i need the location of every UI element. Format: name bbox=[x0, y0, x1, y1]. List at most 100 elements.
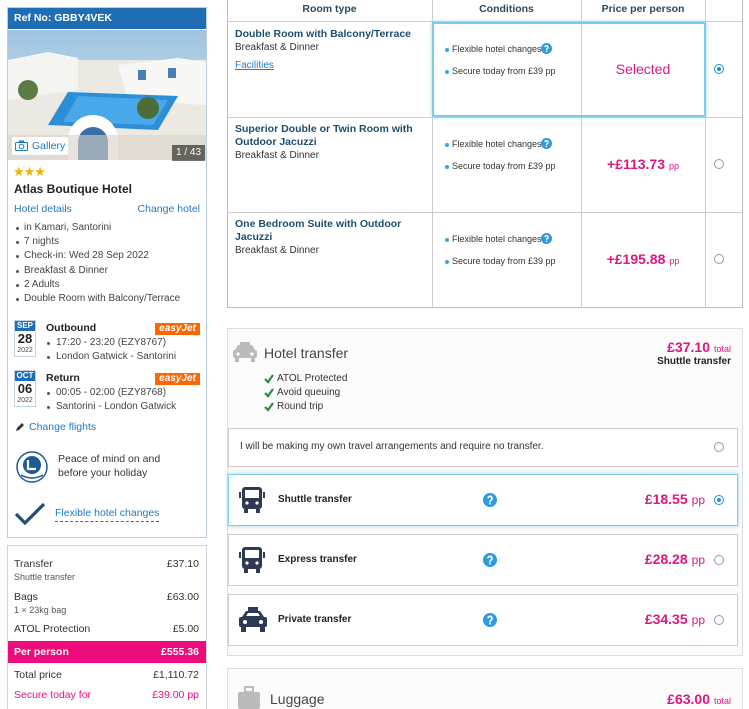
icon-part bbox=[19, 140, 24, 143]
price-unit: pp bbox=[669, 256, 680, 266]
own-arrangement-option[interactable] bbox=[228, 428, 738, 467]
luggage-title: Luggage bbox=[270, 691, 325, 707]
radio-button[interactable] bbox=[714, 495, 724, 505]
airline-logo: easyJet bbox=[155, 373, 200, 385]
icon-part bbox=[264, 402, 274, 412]
bullet bbox=[445, 165, 449, 169]
table-divider bbox=[227, 117, 743, 118]
transfer-feature: Round trip bbox=[277, 401, 324, 412]
icon-part bbox=[20, 474, 44, 479]
room-board: Breakfast & Dinner bbox=[235, 42, 319, 53]
summary-label: Transfer bbox=[14, 558, 53, 570]
icon-part bbox=[239, 607, 267, 632]
icon-part bbox=[137, 97, 159, 119]
transfer-price: £28.28 pp bbox=[560, 551, 705, 567]
flight-route: Santorini - London Gatwick bbox=[56, 401, 177, 412]
taxi-icon bbox=[238, 606, 268, 634]
bullet bbox=[47, 356, 50, 359]
icon-part bbox=[246, 613, 260, 616]
help-icon bbox=[483, 553, 497, 567]
help-icon bbox=[483, 493, 497, 507]
radio-button[interactable] bbox=[714, 442, 724, 452]
summary-label: ATOL Protection bbox=[14, 623, 91, 635]
bullet bbox=[445, 238, 449, 242]
own-arrangement-text: I will be making my own travel arrangeme… bbox=[240, 441, 544, 452]
hotel-details-link[interactable]: Hotel details bbox=[14, 203, 72, 215]
room-condition: Secure today from £39 pp bbox=[452, 66, 556, 76]
icon-part bbox=[15, 142, 28, 151]
icon-part bbox=[545, 50, 548, 53]
icon-part bbox=[243, 620, 247, 624]
transfer-feature: ATOL Protected bbox=[277, 373, 348, 384]
flexible-link[interactable]: Flexible hotel changes bbox=[55, 507, 160, 522]
price-value: Selected bbox=[615, 61, 671, 77]
ref-number: Ref No: GBBY4VEK bbox=[8, 8, 206, 29]
price-unit: pp bbox=[691, 613, 705, 627]
total-price: £37.10 bbox=[667, 339, 710, 355]
icon-part bbox=[256, 569, 260, 573]
icon-part bbox=[14, 502, 46, 526]
room-condition: Flexible hotel changes bbox=[452, 44, 542, 54]
help-icon bbox=[541, 138, 552, 149]
icon-part bbox=[483, 613, 497, 627]
change-hotel-link[interactable]: Change hotel bbox=[137, 203, 200, 215]
radio-button[interactable] bbox=[714, 615, 724, 625]
room-info: One Bedroom Suite with Outdoor Jacuzzi Br… bbox=[235, 218, 420, 257]
summary-panel bbox=[7, 545, 207, 709]
bus-icon bbox=[238, 546, 268, 574]
bullet bbox=[47, 342, 50, 345]
icon-part bbox=[245, 501, 249, 505]
icon-part bbox=[26, 460, 36, 471]
total-label: total bbox=[713, 696, 731, 706]
transfer-name: Private transfer bbox=[278, 614, 352, 625]
big-check-icon bbox=[14, 502, 46, 526]
table-divider bbox=[227, 21, 743, 22]
flight-route: London Gatwick - Santorini bbox=[56, 351, 177, 362]
transfer-option[interactable] bbox=[228, 534, 738, 586]
icon-part bbox=[244, 509, 248, 513]
transfer-price: £18.55 pp bbox=[560, 491, 705, 507]
radio-button[interactable] bbox=[714, 254, 724, 264]
room-condition: Flexible hotel changes bbox=[452, 139, 542, 149]
help-icon bbox=[483, 613, 497, 627]
total-amount: £1,110.72 bbox=[153, 669, 199, 681]
per-person-amount: £555.36 bbox=[161, 646, 199, 658]
icon-part bbox=[245, 490, 259, 498]
icon-part bbox=[255, 501, 259, 505]
booking-detail: in Kamari, Santorini bbox=[24, 222, 112, 233]
radio-button[interactable] bbox=[714, 64, 724, 74]
badge-year: 2022 bbox=[17, 397, 33, 404]
icon-part bbox=[235, 358, 239, 362]
radio-button[interactable] bbox=[714, 159, 724, 169]
bullet bbox=[445, 70, 449, 74]
summary-amount: £63.00 bbox=[166, 591, 199, 603]
icon-part bbox=[264, 388, 274, 398]
date-badge: SEP 28 2022 bbox=[14, 320, 36, 357]
radio-dot bbox=[717, 67, 721, 71]
check-icon bbox=[264, 374, 274, 384]
icon-part bbox=[264, 402, 274, 412]
badge-month: OCT bbox=[15, 371, 35, 381]
room-name: Double Room with Balcony/Terrace bbox=[235, 28, 412, 40]
per-person-label: Per person bbox=[14, 646, 69, 658]
summary-sub: 1 × 23kg bag bbox=[14, 605, 67, 615]
icon-part bbox=[487, 615, 493, 623]
airline-logo: easyJet bbox=[155, 323, 200, 335]
icon-part bbox=[541, 43, 552, 54]
booking-detail: 7 nights bbox=[24, 236, 60, 248]
room-name: One Bedroom Suite with Outdoor Jacuzzi bbox=[235, 218, 402, 243]
icon-part bbox=[236, 352, 240, 356]
icon-part bbox=[15, 140, 28, 151]
bullet bbox=[16, 269, 19, 273]
change-flights-link[interactable]: Change flights bbox=[29, 421, 97, 433]
bullet bbox=[47, 392, 50, 395]
facilities-link[interactable]: Facilities bbox=[235, 60, 274, 71]
radio-button[interactable] bbox=[714, 555, 724, 565]
icon-part bbox=[14, 502, 46, 526]
icon-part bbox=[489, 502, 491, 505]
table-divider bbox=[705, 0, 706, 307]
icon-part bbox=[545, 145, 548, 148]
bullet bbox=[445, 48, 449, 52]
icon-part bbox=[489, 562, 491, 565]
table-divider bbox=[581, 0, 582, 307]
